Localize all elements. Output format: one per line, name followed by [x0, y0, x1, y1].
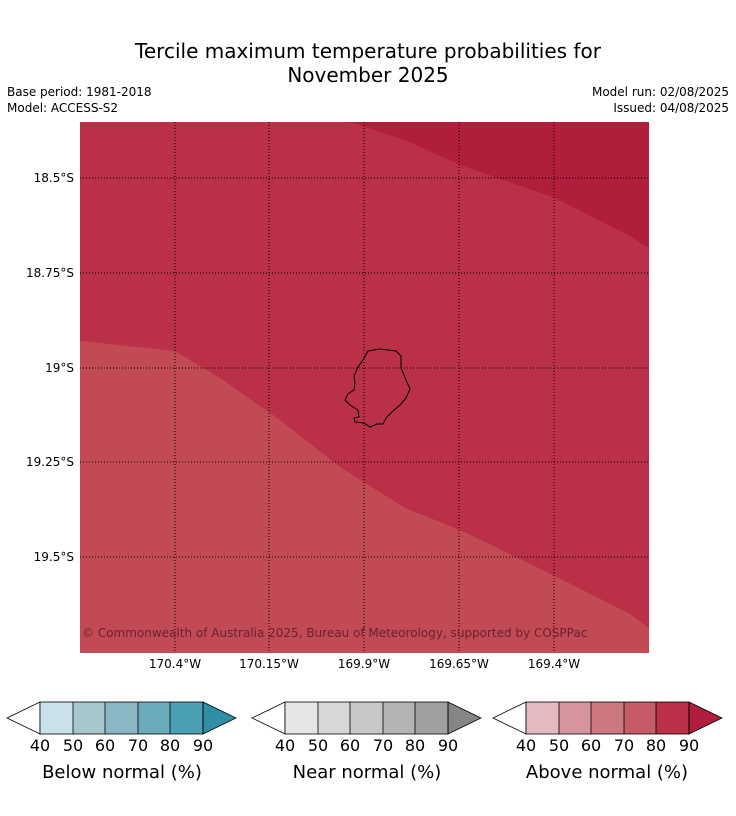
base-period: Base period: 1981-2018 [7, 85, 152, 99]
lon-label: 170.15°W [239, 657, 299, 671]
colorbar-tick: 50 [62, 736, 84, 755]
meta-left: Base period: 1981-2018 Model: ACCESS-S2 [7, 84, 152, 116]
colorbar-tick: 90 [678, 736, 700, 755]
colorbar-label-above: Above normal (%) [525, 762, 689, 783]
colorbar-label-below: Below normal (%) [42, 762, 202, 783]
colorbar-tick: 70 [613, 736, 635, 755]
lat-label: 19.5°S [33, 550, 74, 564]
colorbar-tick: 40 [274, 736, 296, 755]
colorbar-tick: 90 [192, 736, 214, 755]
colorbar-tick: 80 [645, 736, 667, 755]
colorbar-tick: 60 [339, 736, 361, 755]
colorbar-tick: 60 [580, 736, 602, 755]
colorbar-tick: 90 [437, 736, 459, 755]
shade-above-90 [350, 122, 649, 248]
colorbar-tick: 40 [29, 736, 51, 755]
lon-label: 169.4°W [527, 657, 581, 671]
colorbar-below [6, 701, 237, 735]
map-credit: © Commonwealth of Australia 2025, Bureau… [82, 626, 588, 640]
colorbar-tick: 40 [515, 736, 537, 755]
colorbar-near [251, 701, 482, 735]
lon-label: 169.65°W [429, 657, 489, 671]
colorbar-tick: 80 [404, 736, 426, 755]
lat-label: 18.75°S [26, 266, 74, 280]
model-name: Model: ACCESS-S2 [7, 101, 119, 115]
lon-label: 170.4°W [148, 657, 202, 671]
colorbar-tick: 80 [159, 736, 181, 755]
colorbar-tick: 60 [94, 736, 116, 755]
chart-title: Tercile maximum temperature probabilitie… [0, 39, 736, 87]
lat-label: 19.25°S [26, 455, 74, 469]
meta-right: Model run: 02/08/2025 Issued: 04/08/2025 [592, 84, 729, 116]
colorbar-tick: 50 [548, 736, 570, 755]
issued-date: Issued: 04/08/2025 [613, 101, 729, 115]
colorbar-tick: 50 [307, 736, 329, 755]
title-line-2: November 2025 [287, 63, 449, 87]
gridlines [80, 122, 649, 653]
colorbar-label-near: Near normal (%) [292, 762, 442, 783]
colorbar-tick: 70 [372, 736, 394, 755]
model-run: Model run: 02/08/2025 [591, 85, 729, 99]
lat-label: 18.5°S [33, 171, 74, 185]
island-outline [344, 348, 411, 428]
lat-label: 19°S [45, 361, 74, 375]
colorbar-above [492, 701, 723, 735]
title-line-1: Tercile maximum temperature probabilitie… [135, 39, 601, 63]
colorbar-tick: 70 [127, 736, 149, 755]
lon-label: 169.9°W [337, 657, 391, 671]
